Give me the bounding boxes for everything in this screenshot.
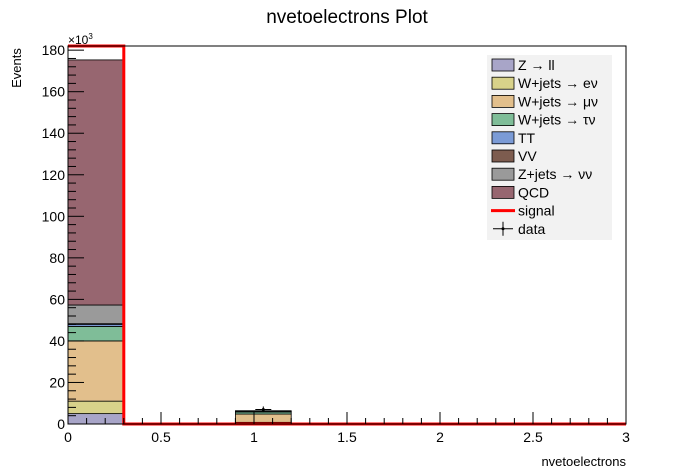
y-tick-label: 80 — [49, 250, 65, 266]
y-axis-label: Events — [9, 48, 24, 88]
y-tick-label: 20 — [49, 374, 65, 390]
x-axis: 0 0.5 1 1.5 2 2.5 3 — [64, 412, 630, 445]
y-tick-label: 0 — [57, 416, 65, 432]
x-tick-label: 1.5 — [337, 429, 357, 445]
legend-swatch-0 — [491, 58, 515, 72]
legend-swatch-7 — [491, 185, 515, 199]
bar-1-bin-0 — [67, 400, 125, 415]
y-tick-label: 160 — [42, 84, 66, 100]
y-tick-label: 40 — [49, 333, 65, 349]
legend-label-7: QCD — [518, 184, 549, 200]
bar-0-bin-0 — [67, 413, 125, 425]
bar-6-bin-0 — [67, 304, 125, 325]
y-tick-label: 180 — [42, 42, 66, 58]
bar-2-bin-1 — [234, 413, 292, 423]
x-tick-label: 0 — [64, 429, 72, 445]
legend-label-4: TT — [518, 130, 536, 146]
legend-swatch-4 — [491, 131, 515, 145]
legend: Z → ll W+jets → eν W+jets → μν W+jets → τν T… — [487, 55, 612, 240]
bar-2-bin-0 — [67, 340, 125, 402]
legend-swatch-1 — [491, 76, 515, 90]
legend-swatch-data-dot — [501, 227, 505, 231]
y-multiplier: ×103 — [68, 32, 93, 47]
legend-label-6: Z+jets → νν — [518, 166, 592, 182]
x-tick-label: 0.5 — [151, 429, 171, 445]
data-points — [255, 406, 272, 413]
chart-title: nvetoelectrons Plot — [266, 7, 428, 28]
x-tick-label: 2 — [436, 429, 444, 445]
x-axis-label: nvetoelectrons — [541, 454, 626, 469]
legend-label-5: VV — [518, 148, 537, 164]
x-tick-label: 3 — [622, 429, 630, 445]
y-tick-label: 120 — [42, 167, 66, 183]
legend-label-1: W+jets → eν — [518, 75, 598, 91]
y-tick-label: 140 — [42, 125, 66, 141]
y-tick-label: 60 — [49, 291, 65, 307]
bar-3-bin-0 — [67, 325, 125, 342]
data-point-0 — [261, 407, 265, 411]
x-tick-label: 2.5 — [523, 429, 543, 445]
legend-label-9: data — [518, 221, 545, 237]
legend-label-8: signal — [518, 203, 555, 219]
bar-7-bin-0 — [67, 59, 125, 306]
x-tick-label: 1 — [250, 429, 258, 445]
legend-label-0: Z → ll — [518, 57, 555, 73]
y-tick-label: 100 — [42, 208, 66, 224]
legend-swatch-5 — [491, 149, 515, 163]
legend-swatch-3 — [491, 113, 515, 126]
stacked-bars — [67, 59, 292, 425]
legend-swatch-2 — [491, 95, 515, 108]
y-axis: 0 20 40 60 80 100 120 140 160 180 — [42, 42, 84, 432]
legend-label-3: W+jets → τν — [518, 112, 596, 128]
legend-swatch-6 — [491, 167, 515, 181]
y-multiplier-exponent: 3 — [88, 32, 93, 41]
legend-label-2: W+jets → μν — [518, 93, 598, 109]
